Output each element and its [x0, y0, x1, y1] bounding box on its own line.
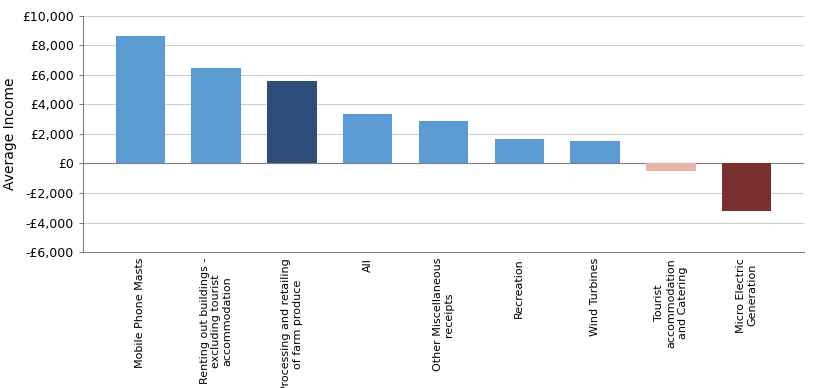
Bar [343, 114, 392, 163]
Bar [116, 36, 165, 163]
Bar [494, 139, 543, 163]
Bar [267, 81, 316, 163]
Bar [191, 68, 240, 163]
Bar [418, 121, 468, 163]
Y-axis label: Average Income: Average Income [2, 78, 17, 190]
Bar [646, 163, 695, 171]
Bar [721, 163, 770, 211]
Bar [570, 140, 619, 163]
